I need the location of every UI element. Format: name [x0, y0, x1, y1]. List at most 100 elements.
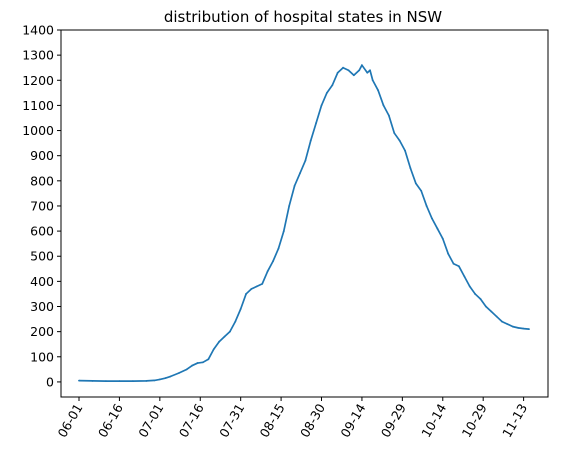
- data-point: [441, 237, 444, 240]
- y-tick-label: 100: [30, 349, 54, 364]
- data-point: [164, 377, 167, 380]
- data-point: [447, 252, 450, 255]
- data-point: [277, 247, 280, 250]
- data-point: [212, 348, 215, 351]
- data-point: [78, 379, 80, 382]
- data-point: [272, 260, 274, 263]
- data-point: [229, 330, 231, 333]
- data-point: [371, 79, 374, 82]
- y-tick-label: 1100: [22, 98, 54, 113]
- data-point: [506, 323, 509, 325]
- data-point: [234, 320, 237, 323]
- data-point: [361, 64, 363, 67]
- x-tick-label: 08-15: [257, 401, 288, 440]
- data-point: [255, 285, 258, 288]
- data-point: [218, 340, 221, 343]
- x-tick-label: 10-29: [459, 401, 490, 440]
- data-point: [282, 230, 285, 233]
- y-axis: 0 100 200 300 400 500 600 700 800 900 1000 1100 1200…: [22, 23, 61, 389]
- x-tick-label: 11-13: [499, 401, 530, 440]
- data-point: [191, 364, 194, 367]
- data-point: [105, 380, 107, 383]
- chart-title: distribution of hospital states in NSW: [164, 8, 442, 26]
- data-point: [528, 328, 530, 331]
- y-tick-label: 200: [30, 324, 54, 339]
- x-tick-label: 07-16: [176, 401, 207, 440]
- data-point: [458, 265, 460, 268]
- data-point: [382, 104, 385, 107]
- data-point: [495, 315, 498, 318]
- y-tick-label: 400: [30, 274, 54, 289]
- data-point: [309, 139, 312, 142]
- data-point: [398, 139, 401, 142]
- data-point: [304, 159, 307, 162]
- data-point: [320, 104, 323, 107]
- data-point: [288, 205, 291, 207]
- x-tick-label: 07-01: [135, 401, 166, 440]
- data-point: [223, 335, 226, 338]
- y-tick-label: 1300: [22, 48, 54, 63]
- data-point: [177, 372, 180, 375]
- data-point: [409, 167, 412, 170]
- data-point: [118, 380, 121, 383]
- data-point: [474, 293, 477, 295]
- series-line: [78, 64, 530, 383]
- data-point: [452, 262, 455, 265]
- plot-area: [78, 64, 530, 383]
- data-point: [158, 378, 161, 381]
- data-point: [420, 189, 423, 192]
- data-point: [352, 74, 355, 77]
- x-tick-label: 06-16: [95, 401, 126, 440]
- data-point: [239, 308, 242, 310]
- data-point: [425, 205, 428, 207]
- data-point: [501, 320, 503, 323]
- x-axis: 06-01 06-16 07-01 07-16 07-31 08-15 08-30 09-14…: [54, 397, 530, 440]
- data-point: [436, 227, 439, 230]
- data-point: [517, 326, 520, 329]
- data-point: [468, 285, 471, 288]
- data-point: [326, 91, 328, 94]
- data-point: [185, 368, 188, 371]
- x-tick-label: 09-29: [378, 401, 409, 440]
- y-tick-label: 600: [30, 224, 54, 239]
- plot-frame: [60, 29, 549, 398]
- data-point: [342, 66, 344, 69]
- x-tick-label: 06-01: [54, 401, 85, 440]
- data-point: [250, 288, 253, 290]
- data-point: [387, 114, 390, 117]
- data-point: [369, 69, 371, 72]
- y-tick-label: 300: [30, 299, 54, 314]
- data-point: [358, 69, 361, 72]
- data-point: [145, 380, 148, 382]
- y-tick-label: 900: [30, 148, 54, 163]
- x-tick-label: 07-31: [216, 401, 247, 440]
- data-point: [404, 149, 406, 152]
- data-point: [484, 305, 487, 308]
- data-point: [207, 358, 210, 361]
- y-tick-label: 700: [30, 198, 54, 213]
- data-point: [169, 375, 172, 378]
- data-point: [245, 293, 247, 295]
- data-point: [266, 270, 269, 273]
- y-tick-label: 800: [30, 173, 54, 188]
- data-point: [479, 298, 482, 300]
- data-point: [336, 71, 339, 74]
- data-point: [377, 89, 379, 92]
- data-point: [131, 380, 134, 383]
- data-point: [414, 182, 417, 185]
- data-point: [393, 132, 396, 134]
- data-point: [331, 84, 334, 87]
- x-tick-label: 08-30: [297, 401, 328, 440]
- y-tick-label: 1000: [22, 123, 54, 138]
- data-point: [490, 310, 493, 313]
- data-point: [91, 380, 94, 382]
- data-point: [347, 69, 350, 72]
- data-point: [463, 275, 466, 278]
- x-tick-label: 09-14: [337, 401, 368, 440]
- y-tick-label: 0: [46, 374, 54, 389]
- data-point: [522, 327, 525, 330]
- data-point: [366, 71, 369, 74]
- data-point: [431, 217, 433, 220]
- y-tick-label: 500: [30, 249, 54, 264]
